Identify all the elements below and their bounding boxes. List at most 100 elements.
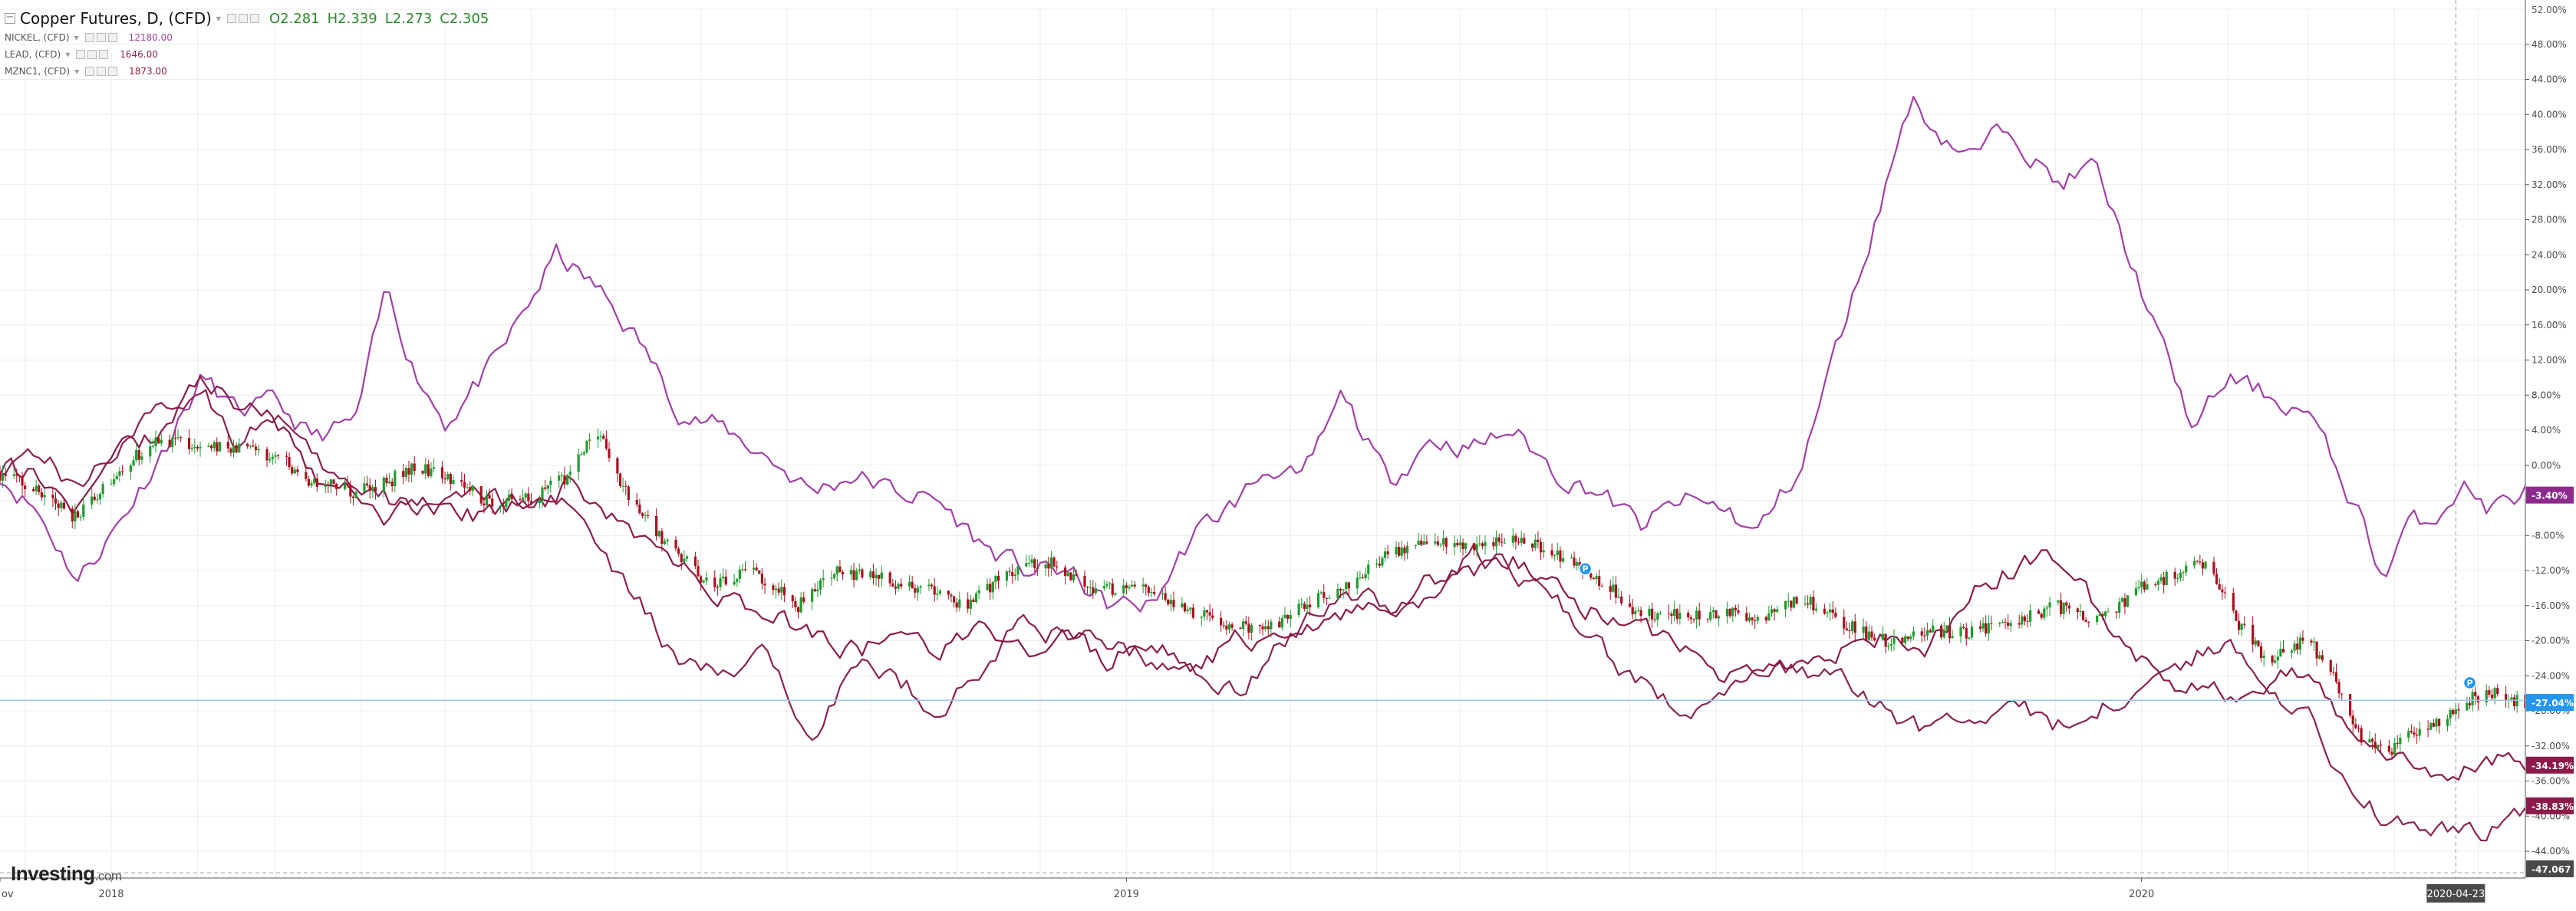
legend-main-row[interactable]: − Copper Futures, D, (CFD) ▾ O2.281 H2.3… [5, 8, 489, 29]
candle-body [2218, 584, 2221, 590]
candle-body [580, 454, 583, 456]
hide-icon[interactable] [87, 50, 97, 59]
candle-body [1945, 625, 1948, 630]
candle-body [1122, 585, 1125, 594]
candle-body [799, 597, 802, 613]
candle-body [2045, 607, 2049, 609]
event-marker-circle[interactable] [2462, 676, 2477, 690]
investing-logo[interactable]: Investing.com [11, 862, 122, 886]
close-icon[interactable] [99, 50, 109, 59]
candle-body [2087, 622, 2090, 623]
candle-body [1792, 597, 1796, 608]
logo-brand: Investing [11, 862, 95, 885]
candle-body [2062, 602, 2065, 614]
candle-body [2293, 643, 2296, 651]
chevron-down-icon[interactable]: ▾ [74, 66, 80, 77]
candle-body [488, 495, 491, 499]
candle-body [2279, 649, 2282, 657]
candle-body [560, 475, 563, 476]
candle-body [193, 446, 196, 449]
candle-body [1105, 584, 1108, 587]
hide-icon[interactable] [238, 14, 248, 23]
candle-body [1472, 543, 1476, 551]
candle-body [782, 587, 786, 596]
candle-body [811, 589, 814, 602]
event-marker[interactable]: P [2462, 676, 2477, 690]
candle-body [1970, 626, 1974, 638]
candle-body [930, 584, 934, 587]
candle-body [1183, 603, 1187, 612]
candle-body [1698, 610, 1701, 620]
candle-body [1239, 627, 1242, 630]
candle-body [1881, 633, 1885, 640]
legend-zinc-row[interactable]: MZNC1, (CFD) ▾ 1873.00 [5, 63, 489, 80]
price-axis-label: 12.00% [2532, 355, 2567, 366]
time-axis[interactable]: ov 2018 2019 2020 2020-04-23 [0, 877, 2576, 911]
event-marker-circle[interactable] [1578, 561, 1593, 576]
candle-body [1316, 593, 1320, 607]
candle-body [760, 573, 764, 584]
candle-body [1553, 554, 1556, 556]
candle-body [2274, 660, 2277, 663]
value-badge-bg [2526, 486, 2574, 504]
candle-body [351, 496, 355, 498]
comparison-series [0, 95, 2527, 842]
candle-body [118, 471, 121, 476]
candle-body [510, 495, 513, 500]
candle-body [1075, 574, 1078, 576]
candle-body [522, 497, 525, 500]
candle-body [1573, 557, 1576, 566]
candle-body [2009, 623, 2012, 626]
collapse-icon[interactable]: − [5, 12, 15, 24]
candle-body [2199, 561, 2202, 563]
candle-body [271, 456, 274, 459]
chevron-down-icon[interactable]: ▾ [65, 49, 71, 60]
candle-body [1049, 557, 1053, 569]
chevron-down-icon[interactable]: ▾ [216, 13, 221, 24]
price-axis[interactable]: 48.00% 44.00% 40.00% 36.00% 32.00% 28.00% 24.0… [2525, 0, 2576, 878]
candle-body [2084, 620, 2087, 623]
candle-body [1258, 625, 1261, 627]
candle-body [2334, 672, 2338, 682]
legend-lead-row[interactable]: LEAD, (CFD) ▾ 1646.00 [5, 46, 489, 63]
value-badge-bg [2526, 694, 2574, 712]
candle-body [1514, 535, 1517, 542]
candle-body [293, 469, 296, 474]
event-marker[interactable]: P [1578, 561, 1593, 576]
settings-icon[interactable] [76, 50, 86, 59]
hide-icon[interactable] [97, 67, 107, 76]
candle-body [563, 475, 566, 485]
settings-icon[interactable] [85, 67, 95, 76]
candle-body [471, 486, 474, 491]
candle-body [577, 454, 580, 472]
legend-nickel-row[interactable]: NICKEL, (CFD) ▾ 12180.00 [5, 29, 489, 46]
candle-body [716, 587, 719, 588]
settings-icon[interactable] [226, 14, 236, 23]
event-markers[interactable]: PP [1578, 561, 2477, 690]
candle-body [2310, 640, 2313, 643]
candle-body [1319, 592, 1323, 594]
close-icon[interactable] [107, 33, 117, 42]
candle-body [79, 517, 82, 518]
candle-body [666, 539, 669, 541]
close-icon[interactable] [108, 67, 118, 76]
candle-body [969, 599, 972, 609]
series-line-nickel [0, 95, 2527, 613]
chevron-down-icon[interactable]: ▾ [74, 32, 79, 43]
candle-body [2332, 672, 2335, 673]
candle-body [2115, 611, 2118, 613]
candle-body [1395, 547, 1398, 554]
candle-body [2029, 610, 2032, 622]
candle-body [1687, 613, 1690, 618]
close-icon[interactable] [249, 14, 259, 23]
candle-body [2485, 690, 2488, 702]
candle-body [1367, 564, 1370, 574]
candle-body [855, 571, 858, 580]
settings-icon[interactable] [84, 33, 94, 42]
candle-body [2360, 728, 2363, 743]
price-axis-label: 44.00% [2532, 74, 2567, 85]
candle-body [135, 449, 138, 461]
hide-icon[interactable] [96, 33, 106, 42]
candle-body [129, 465, 133, 472]
